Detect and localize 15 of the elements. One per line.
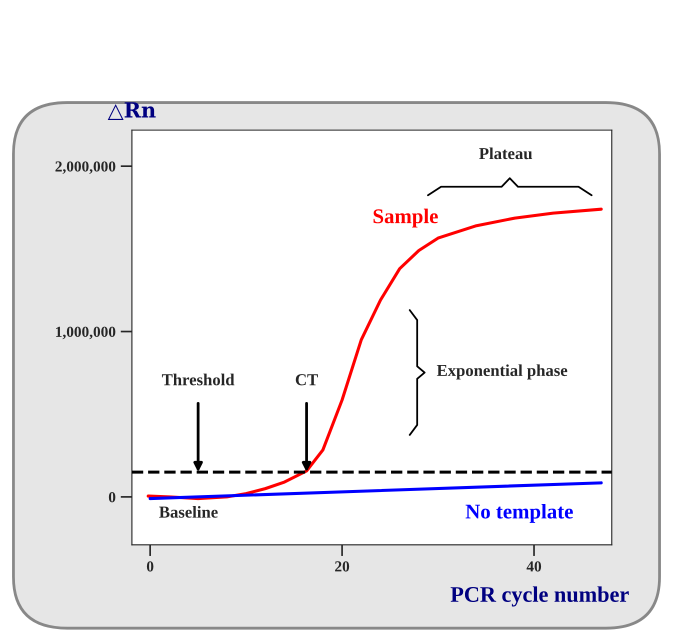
- x-tick-label: 0: [146, 561, 154, 572]
- y-tick-label: 0: [108, 492, 116, 502]
- annotation: Exponential phase: [436, 364, 568, 380]
- annotation: Threshold: [162, 374, 234, 386]
- x-tick-label: 20: [335, 561, 350, 572]
- x-tick-label: 40: [526, 561, 542, 572]
- series-label: Sample: [374, 208, 438, 228]
- series-label: No template: [466, 504, 573, 523]
- x-axis-title: PCR cycle number: [450, 586, 629, 607]
- annotation: Baseline: [159, 506, 218, 518]
- y-tick-label: 1,000,000: [56, 326, 116, 340]
- annotation: Plateau: [479, 147, 532, 160]
- annotation: CT: [296, 374, 318, 386]
- y-tick-label: 2,000,000: [55, 161, 116, 174]
- y-axis-title: △Rn: [108, 102, 156, 120]
